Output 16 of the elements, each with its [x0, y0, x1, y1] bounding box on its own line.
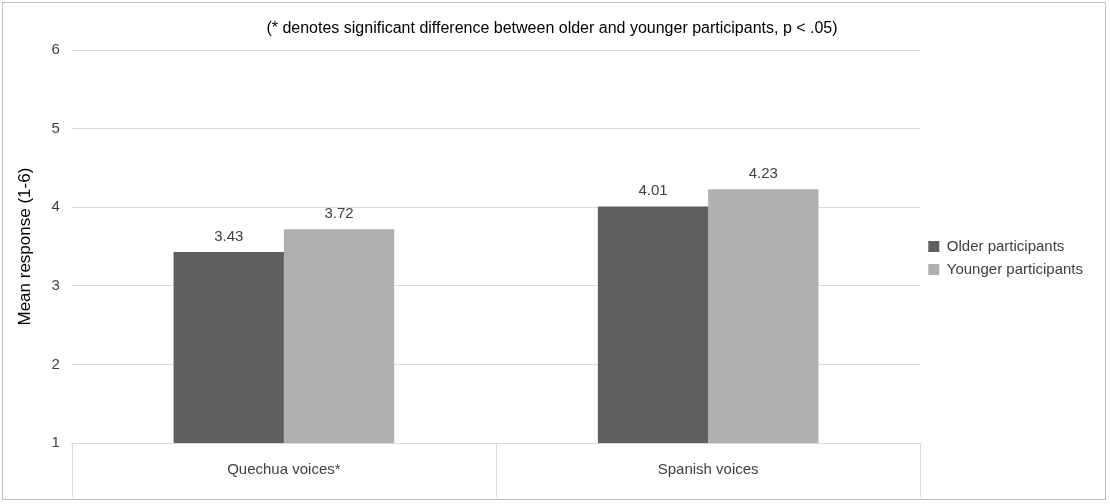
legend-label: Older participants — [946, 236, 1065, 254]
y-tick-label: 1 — [51, 433, 60, 451]
data-label: 4.23 — [748, 163, 778, 181]
y-tick-label: 3 — [51, 276, 60, 294]
y-axis-title: Mean response (1-6) — [14, 167, 34, 326]
y-tick-label: 4 — [51, 197, 60, 215]
y-tick-label: 5 — [51, 118, 60, 136]
x-tick-label: Quechua voices* — [227, 460, 341, 478]
data-label: 4.01 — [638, 181, 668, 199]
data-label: 3.43 — [214, 226, 244, 244]
chart-title: (* denotes significant difference between older and younger participants, p < .05) — [266, 19, 838, 37]
legend-label: Younger participants — [946, 259, 1084, 277]
x-tick-label: Spanish voices — [657, 460, 759, 478]
y-tick-label: 2 — [51, 354, 60, 372]
y-tick-label: 6 — [51, 40, 60, 58]
data-label: 3.72 — [324, 203, 354, 221]
